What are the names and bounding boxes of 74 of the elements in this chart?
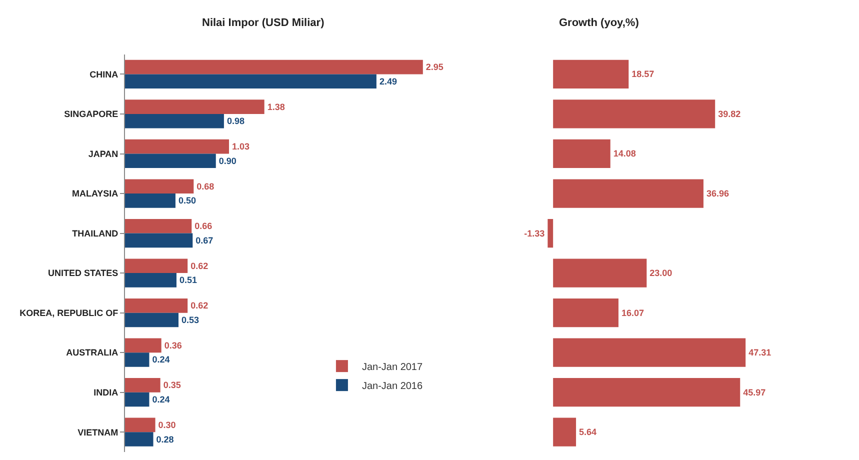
data-label: 5.64 (579, 427, 597, 438)
bar (124, 418, 156, 432)
y-tick-label: UNITED STATES (48, 268, 118, 278)
data-label: 47.31 (748, 348, 772, 358)
bar (124, 60, 423, 74)
bar (124, 179, 194, 194)
bar (124, 273, 176, 288)
bar (553, 60, 629, 89)
data-label: 18.57 (632, 69, 654, 80)
y-tick-label: MALAYSIA (72, 188, 119, 199)
data-label: 0.90 (218, 156, 236, 166)
data-label: 0.30 (158, 420, 176, 430)
data-label: 0.24 (152, 394, 170, 405)
bar (124, 352, 150, 367)
y-tick-label: INDIA (94, 388, 119, 398)
bar (124, 100, 264, 114)
bar (124, 392, 150, 407)
data-label: 0.28 (156, 434, 174, 444)
bar (548, 218, 554, 248)
chart-title: Growth (yoy,%) (559, 17, 640, 29)
y-tick-label: AUSTRALIA (66, 348, 119, 358)
data-label: 45.97 (743, 387, 766, 398)
data-label: 0.98 (226, 116, 244, 126)
bar (124, 233, 193, 248)
data-label: 0.36 (164, 340, 182, 350)
y-tick-label: CHINA (90, 69, 119, 80)
bar (124, 218, 192, 234)
data-label: 0.53 (182, 314, 200, 325)
data-label: 0.35 (163, 380, 181, 390)
legend-label: Jan-Jan 2016 (362, 380, 423, 392)
data-label: 0.62 (190, 300, 208, 311)
data-label: 1.38 (267, 102, 285, 112)
data-label: 0.67 (196, 235, 214, 246)
bar (124, 258, 188, 274)
bar (124, 154, 216, 168)
data-label: 1.03 (232, 142, 250, 152)
data-label: 0.51 (179, 275, 198, 286)
data-label: 0.68 (196, 181, 214, 192)
data-label: 2.95 (426, 62, 444, 72)
bar (124, 432, 154, 446)
bar (124, 139, 230, 154)
bar (124, 338, 162, 353)
bar (124, 298, 188, 313)
bar (553, 418, 576, 446)
y-tick-label: VIETNAM (78, 427, 118, 438)
legend-label: Jan-Jan 2017 (362, 362, 423, 373)
data-label: 23.00 (650, 268, 672, 278)
bar (553, 139, 610, 168)
data-label: 14.08 (613, 148, 636, 159)
bar (124, 378, 160, 392)
y-tick-label: JAPAN (88, 148, 118, 159)
bar (124, 114, 224, 128)
bar (124, 312, 179, 328)
data-label: 0.24 (152, 354, 170, 365)
y-tick-label: KOREA, REPUBLIC OF (20, 308, 119, 318)
bar (124, 74, 376, 89)
data-label: 0.50 (178, 196, 196, 206)
data-label: 0.66 (194, 221, 212, 232)
y-tick-label: SINGAPORE (64, 109, 118, 120)
data-label: 2.49 (379, 76, 397, 86)
data-label: 36.96 (706, 188, 729, 199)
bar (553, 378, 740, 407)
data-label: -1.33 (524, 228, 545, 238)
data-label: 16.07 (621, 308, 644, 318)
data-label: 39.82 (718, 108, 741, 119)
bar (553, 298, 618, 328)
y-tick-label: THAILAND (72, 228, 119, 238)
bar (553, 258, 647, 288)
bar (553, 338, 746, 367)
data-label: 0.62 (190, 260, 208, 271)
bar (553, 179, 704, 208)
chart-title: Nilai Impor (USD Miliar) (202, 17, 325, 29)
bar (553, 100, 716, 128)
bar (124, 194, 176, 208)
